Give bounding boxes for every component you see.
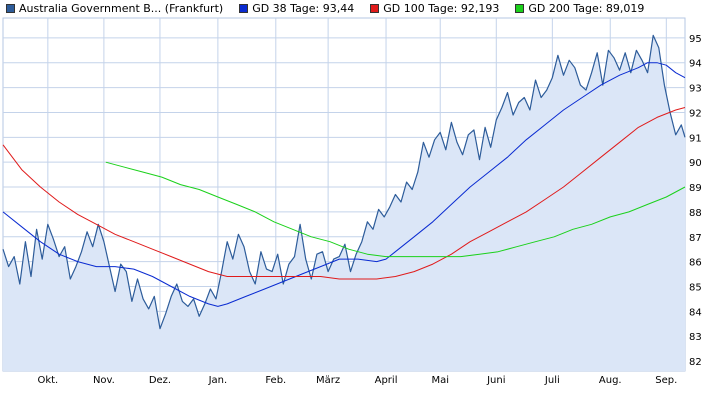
y-axis: 82 83 84 85 86 87 88 89 90 91 92 93 94 95 <box>689 34 702 368</box>
x-axis: Okt. Nov. Dez. Jan. Feb. März April Mai Juni Juli… <box>37 375 677 386</box>
x-tick-label: Okt. <box>37 375 58 386</box>
x-tick-label: Juni <box>486 375 505 386</box>
x-tick-label: Mai <box>431 375 449 386</box>
y-tick-label: 87 <box>689 233 702 244</box>
x-tick-label: Nov. <box>93 375 115 386</box>
y-tick-label: 85 <box>689 282 702 293</box>
x-tick-label: Sep. <box>655 375 677 386</box>
x-tick-label: Juli <box>544 375 560 386</box>
legend-swatch-price <box>6 3 15 13</box>
y-tick-label: 88 <box>689 208 702 219</box>
x-tick-label: Jan. <box>208 375 228 386</box>
y-tick-label: 84 <box>689 307 702 318</box>
legend-swatch-gd38 <box>239 3 249 13</box>
price-area-fill <box>3 35 685 372</box>
x-tick-label: Aug. <box>599 375 622 386</box>
legend-label-gd200: GD 200 Tage: 89,019 <box>528 1 645 15</box>
y-tick-label: 90 <box>689 158 702 169</box>
legend-label-gd38: GD 38 Tage: 93,44 <box>252 1 355 15</box>
x-tick-label: April <box>375 375 398 386</box>
y-tick-label: 86 <box>689 258 702 269</box>
y-tick-label: 91 <box>689 133 702 144</box>
y-tick-label: 92 <box>689 108 702 119</box>
y-tick-label: 93 <box>689 84 702 95</box>
legend-item-gd200: GD 200 Tage: 89,019 <box>515 2 644 15</box>
legend: Australia Government B... (Frankfurt) GD… <box>0 0 654 16</box>
y-tick-label: 89 <box>689 183 702 194</box>
legend-swatch-gd100 <box>370 3 380 13</box>
gd100-series <box>2 107 686 280</box>
series-layer <box>2 34 686 372</box>
legend-item-price: Australia Government B... (Frankfurt) <box>6 2 223 15</box>
legend-label-price: Australia Government B... (Frankfurt) <box>19 1 224 15</box>
x-tick-label: Dez. <box>149 375 171 386</box>
x-tick-label: März <box>316 375 340 386</box>
price-series <box>2 34 686 330</box>
gd200-series <box>105 161 686 258</box>
gd38-series <box>2 62 686 307</box>
y-tick-label: 94 <box>689 59 702 70</box>
x-tick-label: Feb. <box>265 375 286 386</box>
legend-swatch-gd200 <box>515 3 525 13</box>
y-tick-label: 83 <box>689 332 702 343</box>
legend-item-gd100: GD 100 Tage: 92,193 <box>370 2 499 15</box>
y-tick-label: 82 <box>689 357 702 368</box>
legend-label-gd100: GD 100 Tage: 92,193 <box>383 1 500 15</box>
legend-item-gd38: GD 38 Tage: 93,44 <box>239 2 354 15</box>
y-tick-label: 95 <box>689 34 702 45</box>
